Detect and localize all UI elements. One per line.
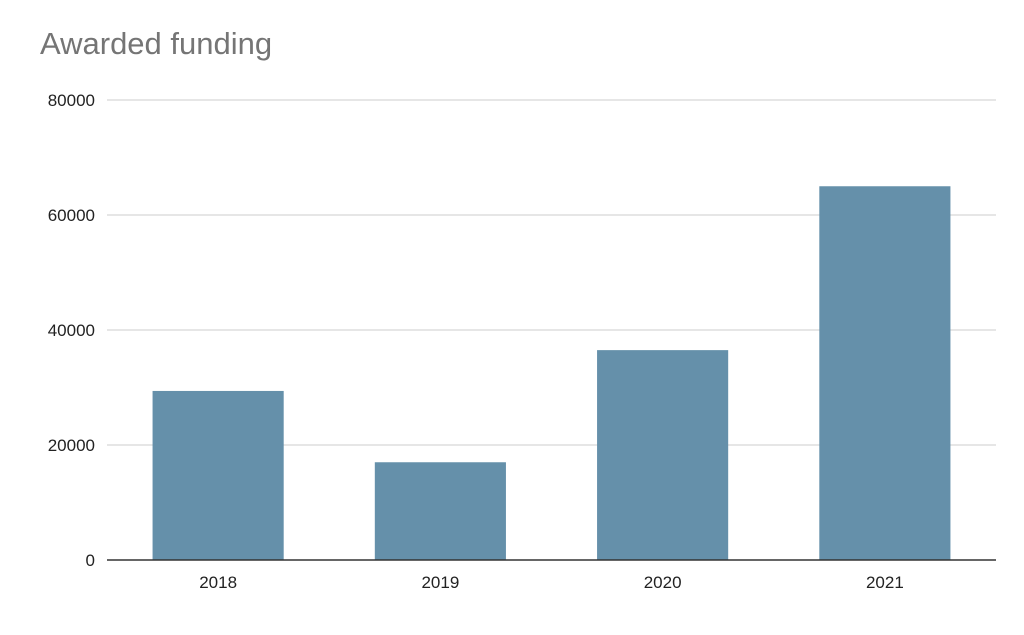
y-tick-label: 80000 [48,91,95,110]
chart-title: Awarded funding [40,26,273,61]
x-tick-label: 2019 [421,573,459,592]
x-tick-label: 2020 [644,573,682,592]
x-tick-label: 2018 [199,573,237,592]
bar-2019 [374,462,506,560]
y-tick-label: 40000 [48,321,95,340]
x-axis-ticks: 2018 2019 2020 2021 [199,573,904,592]
y-tick-label: 0 [86,551,95,570]
y-tick-label: 20000 [48,436,95,455]
bar-2021 [819,186,951,560]
x-tick-label: 2021 [866,573,904,592]
bars [152,186,951,560]
bar-2018 [152,390,284,560]
y-tick-label: 60000 [48,206,95,225]
y-axis-ticks: 0 20000 40000 60000 80000 [48,91,95,570]
bar-2020 [597,350,729,560]
